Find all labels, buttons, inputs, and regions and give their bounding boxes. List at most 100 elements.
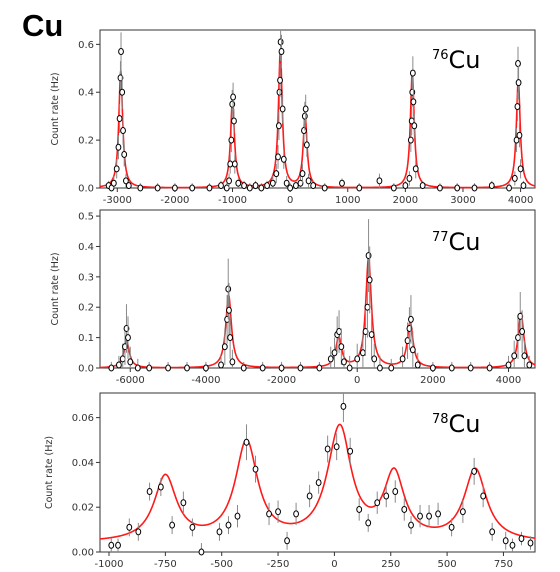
data-point bbox=[362, 328, 369, 336]
data-point bbox=[278, 48, 285, 56]
data-point bbox=[225, 285, 232, 293]
data-point bbox=[409, 346, 416, 354]
data-point bbox=[157, 483, 164, 491]
data-point bbox=[518, 535, 525, 543]
isotope-mass: 78 bbox=[432, 412, 449, 427]
data-point bbox=[218, 182, 224, 190]
data-point bbox=[230, 93, 236, 101]
data-point bbox=[301, 112, 308, 120]
data-point bbox=[417, 512, 423, 520]
x-tick-label: 2000 bbox=[420, 375, 445, 386]
y-tick-label: 0.5 bbox=[78, 212, 94, 223]
data-point bbox=[341, 358, 347, 366]
data-point bbox=[227, 334, 234, 342]
data-point bbox=[221, 343, 228, 351]
data-point bbox=[110, 179, 117, 187]
x-tick-label: 500 bbox=[438, 559, 457, 570]
data-point bbox=[125, 182, 132, 190]
y-tick-label: 0.4 bbox=[78, 88, 94, 99]
data-point bbox=[402, 182, 409, 190]
data-point bbox=[315, 479, 322, 487]
x-tick-label: 3000 bbox=[450, 195, 475, 206]
x-tick-label: 250 bbox=[381, 559, 400, 570]
data-point bbox=[408, 521, 414, 529]
data-point bbox=[516, 131, 523, 139]
isotope-label: 77Cu bbox=[432, 228, 481, 256]
data-point bbox=[333, 443, 340, 451]
data-point bbox=[306, 492, 313, 500]
data-point bbox=[117, 74, 124, 82]
data-point bbox=[371, 355, 378, 363]
data-point bbox=[489, 528, 496, 536]
data-point bbox=[276, 88, 283, 96]
data-point bbox=[258, 184, 265, 192]
x-tick-label: 1000 bbox=[335, 195, 360, 206]
data-point bbox=[275, 122, 282, 130]
data-point bbox=[368, 331, 375, 339]
data-point bbox=[218, 361, 224, 369]
data-point bbox=[511, 174, 518, 182]
data-point bbox=[526, 361, 533, 369]
data-point bbox=[154, 184, 161, 192]
data-point bbox=[225, 521, 232, 529]
y-axis-label: Count rate (Hz) bbox=[50, 72, 61, 145]
data-point bbox=[412, 165, 419, 173]
data-point bbox=[448, 364, 455, 372]
data-point bbox=[374, 499, 381, 507]
data-point bbox=[231, 117, 237, 125]
data-point bbox=[146, 488, 153, 496]
data-point bbox=[517, 312, 524, 320]
data-point bbox=[401, 505, 408, 513]
data-point bbox=[287, 184, 294, 192]
data-point bbox=[509, 541, 516, 549]
data-point bbox=[126, 523, 133, 531]
data-point bbox=[302, 105, 309, 113]
data-point bbox=[414, 361, 421, 369]
data-point bbox=[376, 177, 383, 185]
isotope-symbol: Cu bbox=[449, 46, 481, 74]
y-tick-label: 0.3 bbox=[78, 272, 94, 283]
data-point bbox=[234, 512, 241, 520]
data-point bbox=[336, 328, 342, 336]
data-point bbox=[356, 184, 363, 192]
data-point bbox=[409, 88, 416, 96]
data-point bbox=[180, 499, 187, 507]
data-point bbox=[419, 182, 426, 190]
data-point bbox=[116, 361, 122, 369]
data-point bbox=[259, 364, 266, 372]
data-point bbox=[264, 182, 270, 190]
data-point bbox=[404, 337, 411, 345]
data-point bbox=[146, 364, 153, 372]
panel-76cu: -3000 -2000 -1000 0 1000 2000 3000 4000 0.0 0.2 0.… bbox=[50, 29, 536, 206]
data-point bbox=[471, 184, 478, 192]
x-tick-label: -2000 bbox=[267, 375, 296, 386]
data-point bbox=[277, 38, 284, 46]
data-point bbox=[316, 364, 323, 372]
x-tick-label: 4000 bbox=[496, 375, 521, 386]
data-point bbox=[108, 541, 115, 549]
data-point bbox=[279, 105, 286, 113]
y-tick-label: 0.02 bbox=[72, 503, 94, 514]
data-point bbox=[115, 143, 122, 151]
x-tick-label: 0 bbox=[287, 195, 293, 206]
data-point bbox=[471, 467, 478, 475]
data-point bbox=[365, 252, 372, 260]
data-point bbox=[297, 364, 304, 372]
figure-label: Cu bbox=[22, 8, 63, 43]
isotope-mass: 77 bbox=[432, 230, 449, 245]
data-point bbox=[519, 328, 526, 336]
data-point bbox=[203, 364, 209, 372]
x-tick-label: 0 bbox=[331, 559, 337, 570]
data-point bbox=[399, 355, 406, 363]
data-point bbox=[266, 510, 272, 518]
data-point bbox=[283, 179, 290, 187]
data-point bbox=[228, 136, 235, 144]
data-point bbox=[246, 184, 253, 192]
data-point bbox=[327, 355, 334, 363]
data-point bbox=[223, 184, 230, 192]
data-point bbox=[125, 334, 131, 342]
data-point bbox=[226, 177, 232, 185]
data-point bbox=[137, 184, 144, 192]
data-point bbox=[407, 136, 414, 144]
